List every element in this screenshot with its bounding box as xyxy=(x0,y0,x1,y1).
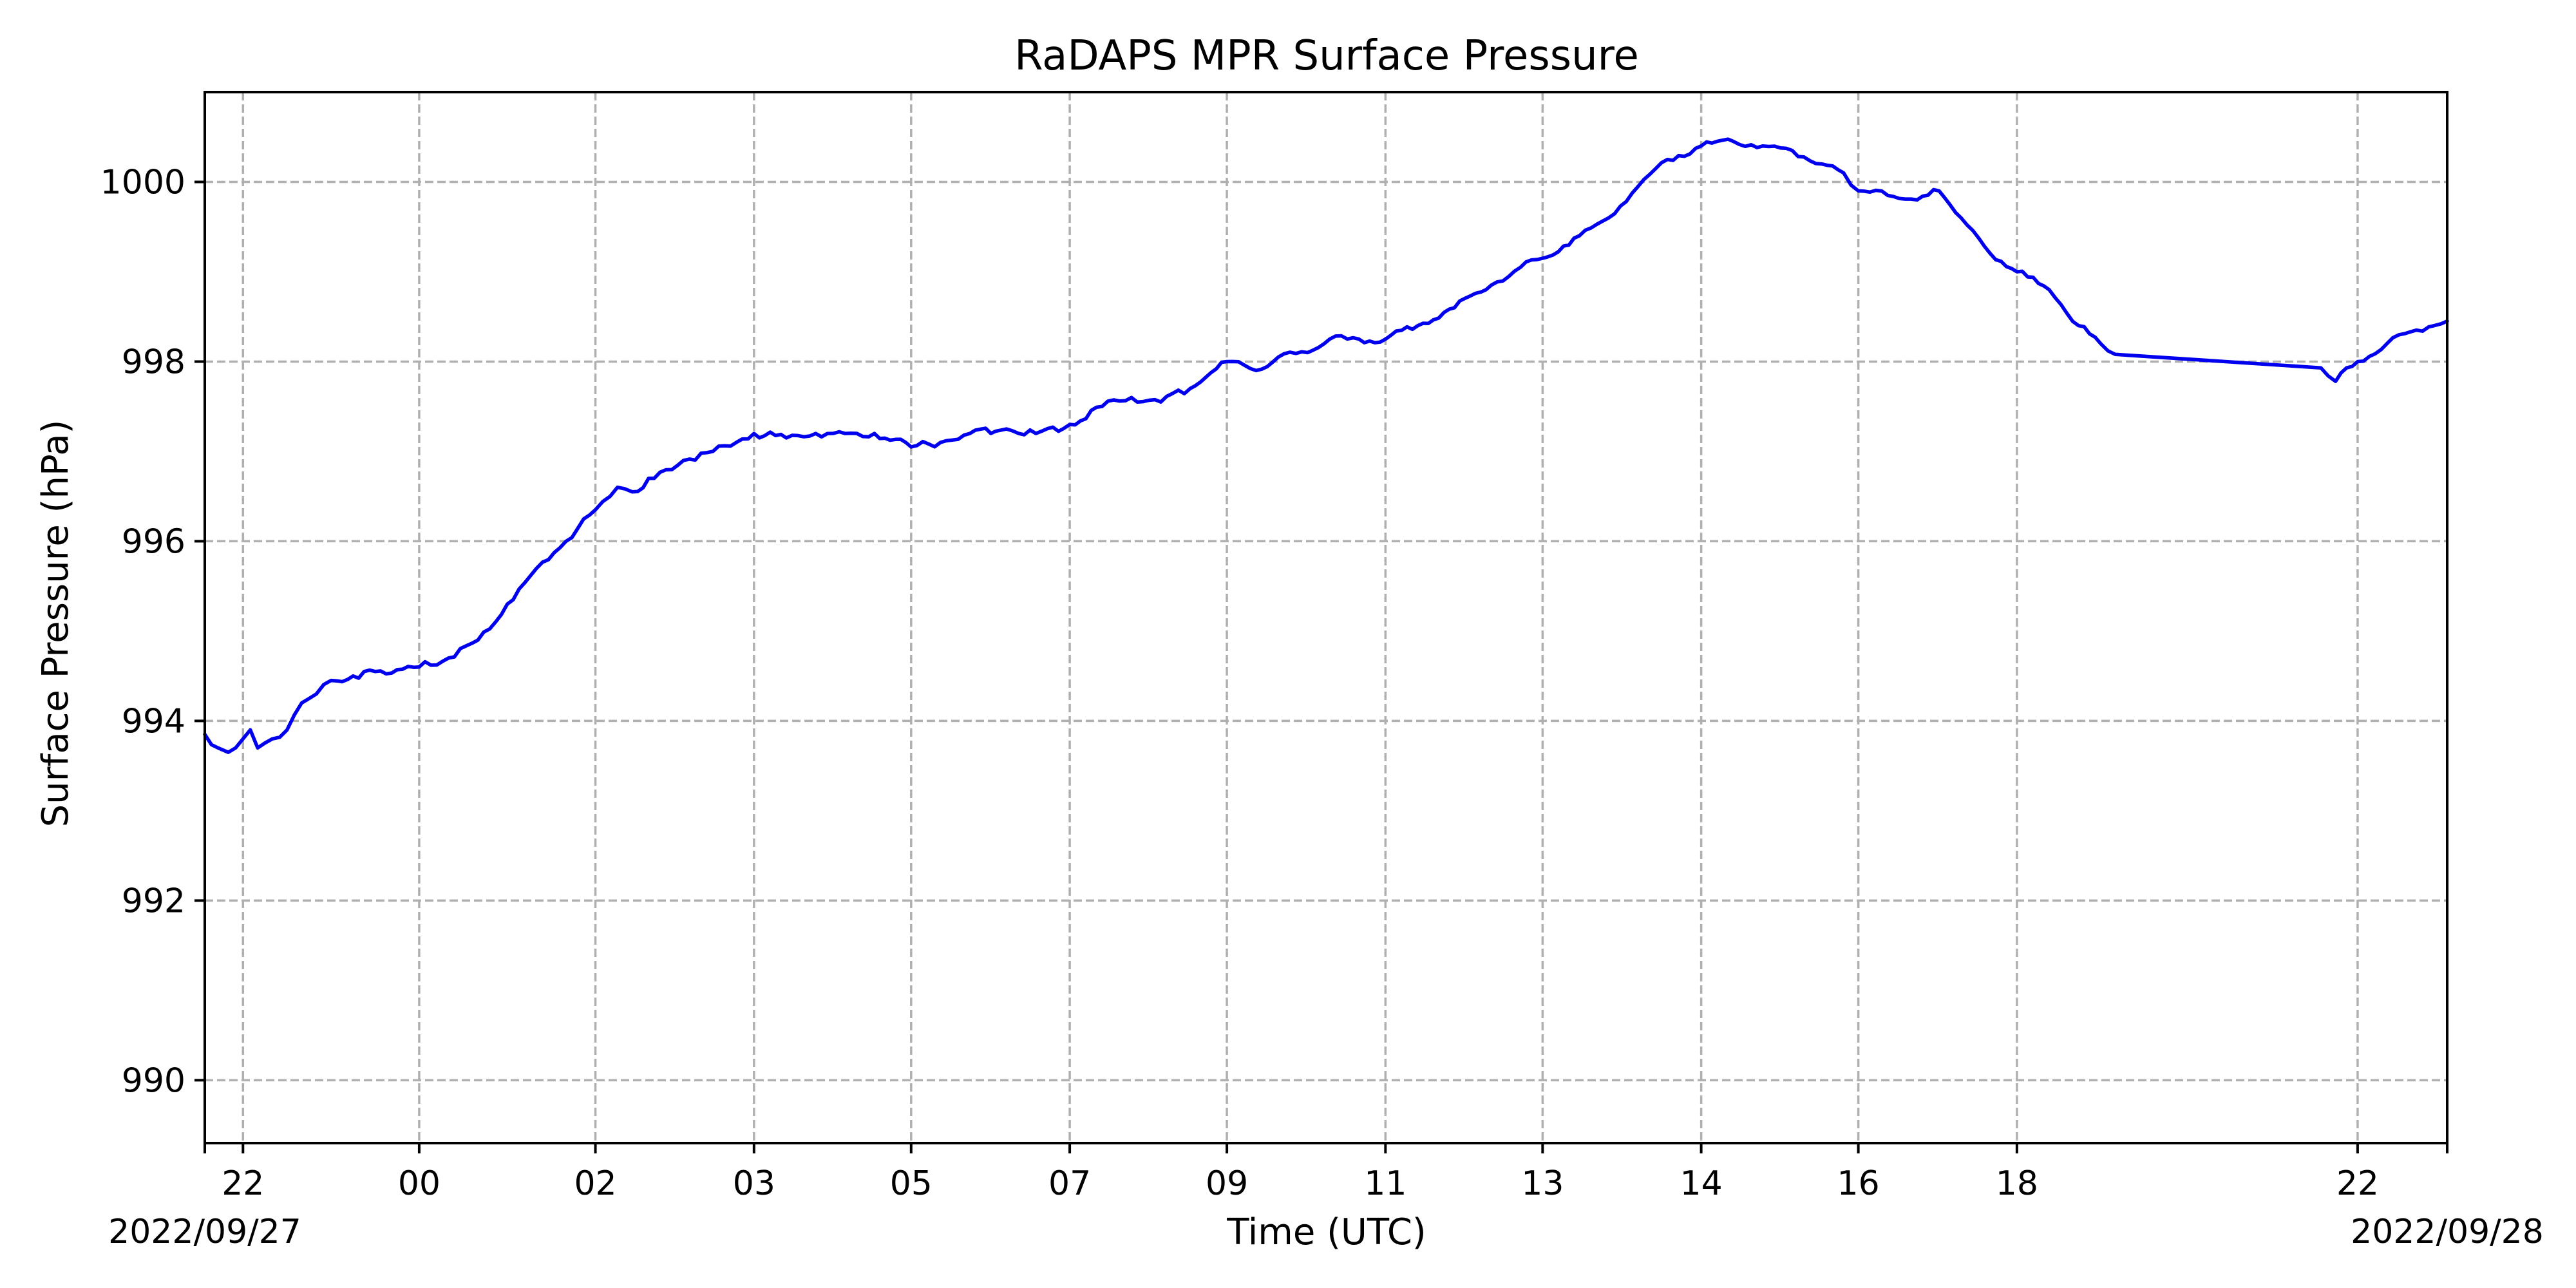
grid-lines xyxy=(205,92,2447,1143)
x-axis-label: Time (UTC) xyxy=(1226,1211,1426,1253)
x-tick-label: 18 xyxy=(1996,1164,2038,1203)
x-tick-label: 16 xyxy=(1837,1164,1880,1203)
x-tick-label: 00 xyxy=(398,1164,440,1203)
series-layer xyxy=(203,137,2449,754)
end-date-label: 2022/09/28 xyxy=(2351,1213,2544,1251)
x-tick-label: 05 xyxy=(890,1164,933,1203)
y-tick-label: 998 xyxy=(122,343,185,381)
x-tick-label: 03 xyxy=(733,1164,775,1203)
pressure-series-line xyxy=(203,137,2449,754)
y-tick-label: 996 xyxy=(122,522,185,561)
axis-ticks: 22 00 02 03 05 07 09 11 13 14 16 18 22 2022/09/27 2022… xyxy=(100,163,2544,1251)
y-tick-label: 1000 xyxy=(100,163,185,202)
x-tick-label: 07 xyxy=(1048,1164,1091,1203)
y-tick-label: 990 xyxy=(122,1061,185,1100)
y-tick-label: 992 xyxy=(122,882,185,920)
x-tick-label: 02 xyxy=(574,1164,616,1203)
plot-frame xyxy=(204,91,2448,1144)
start-date-label: 2022/09/27 xyxy=(108,1213,301,1251)
x-tick-label: 22 xyxy=(2336,1164,2379,1203)
y-tick-label: 994 xyxy=(122,702,185,741)
y-axis-label: Surface Pressure (hPa) xyxy=(35,420,77,828)
x-tick-label: 13 xyxy=(1521,1164,1564,1203)
x-tick-label: 11 xyxy=(1364,1164,1406,1203)
x-tick-label: 09 xyxy=(1206,1164,1248,1203)
chart-title: RaDAPS MPR Surface Pressure xyxy=(1014,32,1639,80)
x-tick-label: 14 xyxy=(1680,1164,1723,1203)
x-tick-label: 22 xyxy=(222,1164,264,1203)
